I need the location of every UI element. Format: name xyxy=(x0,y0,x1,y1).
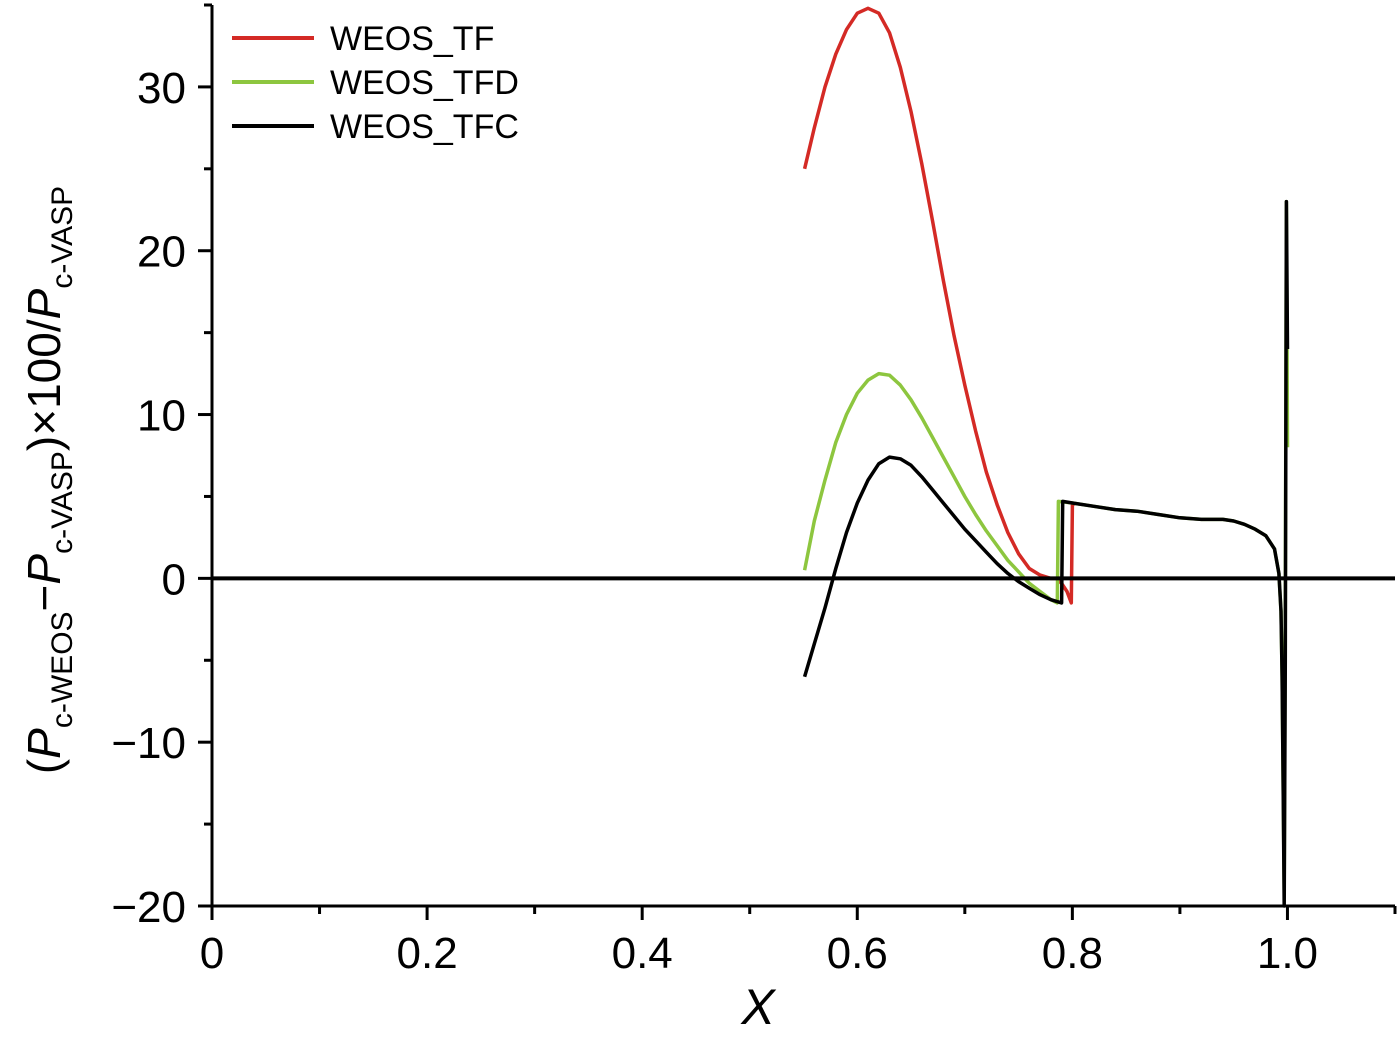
y-title-sub2: c-VASP xyxy=(46,451,79,554)
x-tick-label: 0.6 xyxy=(827,929,888,978)
legend-label: WEOS_TF xyxy=(330,20,494,58)
series-layer xyxy=(802,6,1290,908)
y-tick-label: 30 xyxy=(137,64,186,113)
series-line-weos-tfd xyxy=(802,199,1290,892)
series-line-weos-tf xyxy=(802,6,1075,605)
y-title-mid: )×100/ xyxy=(18,319,70,451)
y-title-sub3: c-VASP xyxy=(46,186,79,289)
legend: WEOS_TF WEOS_TFD WEOS_TFC xyxy=(232,20,519,146)
series-line-weos-tfc xyxy=(802,199,1290,908)
y-title-minus: − xyxy=(18,585,70,612)
y-tick-label: 0 xyxy=(162,555,186,604)
y-title-open: ( xyxy=(18,758,70,774)
y-title-p3: P xyxy=(18,288,70,319)
legend-label: WEOS_TFC xyxy=(330,108,519,146)
x-tick-label: 0.4 xyxy=(612,929,673,978)
x-tick-label: 0.8 xyxy=(1042,929,1103,978)
y-tick-label: −10 xyxy=(111,719,186,768)
ticks-layer: 0 0.2 0.4 0.6 0.8 1.0 −20 −10 0 10 20 30 xyxy=(111,3,1397,978)
y-tick-label: 20 xyxy=(137,228,186,277)
y-tick-label: 10 xyxy=(137,392,186,441)
x-tick-label: 0.2 xyxy=(397,929,458,978)
y-tick-label: −20 xyxy=(111,883,186,932)
y-title-sub1: c-WEOS xyxy=(46,611,79,728)
legend-label: WEOS_TFD xyxy=(330,64,519,102)
y-title-p2: P xyxy=(18,554,70,585)
y-title-p1: P xyxy=(18,728,70,759)
axes-layer xyxy=(210,5,1395,908)
y-axis-title: (Pc-WEOS−Pc-VASP)×100/Pc-VASP xyxy=(18,186,79,774)
x-axis-title: X xyxy=(740,979,776,1035)
x-tick-label: 1.0 xyxy=(1257,929,1318,978)
x-tick-label: 0 xyxy=(200,929,224,978)
